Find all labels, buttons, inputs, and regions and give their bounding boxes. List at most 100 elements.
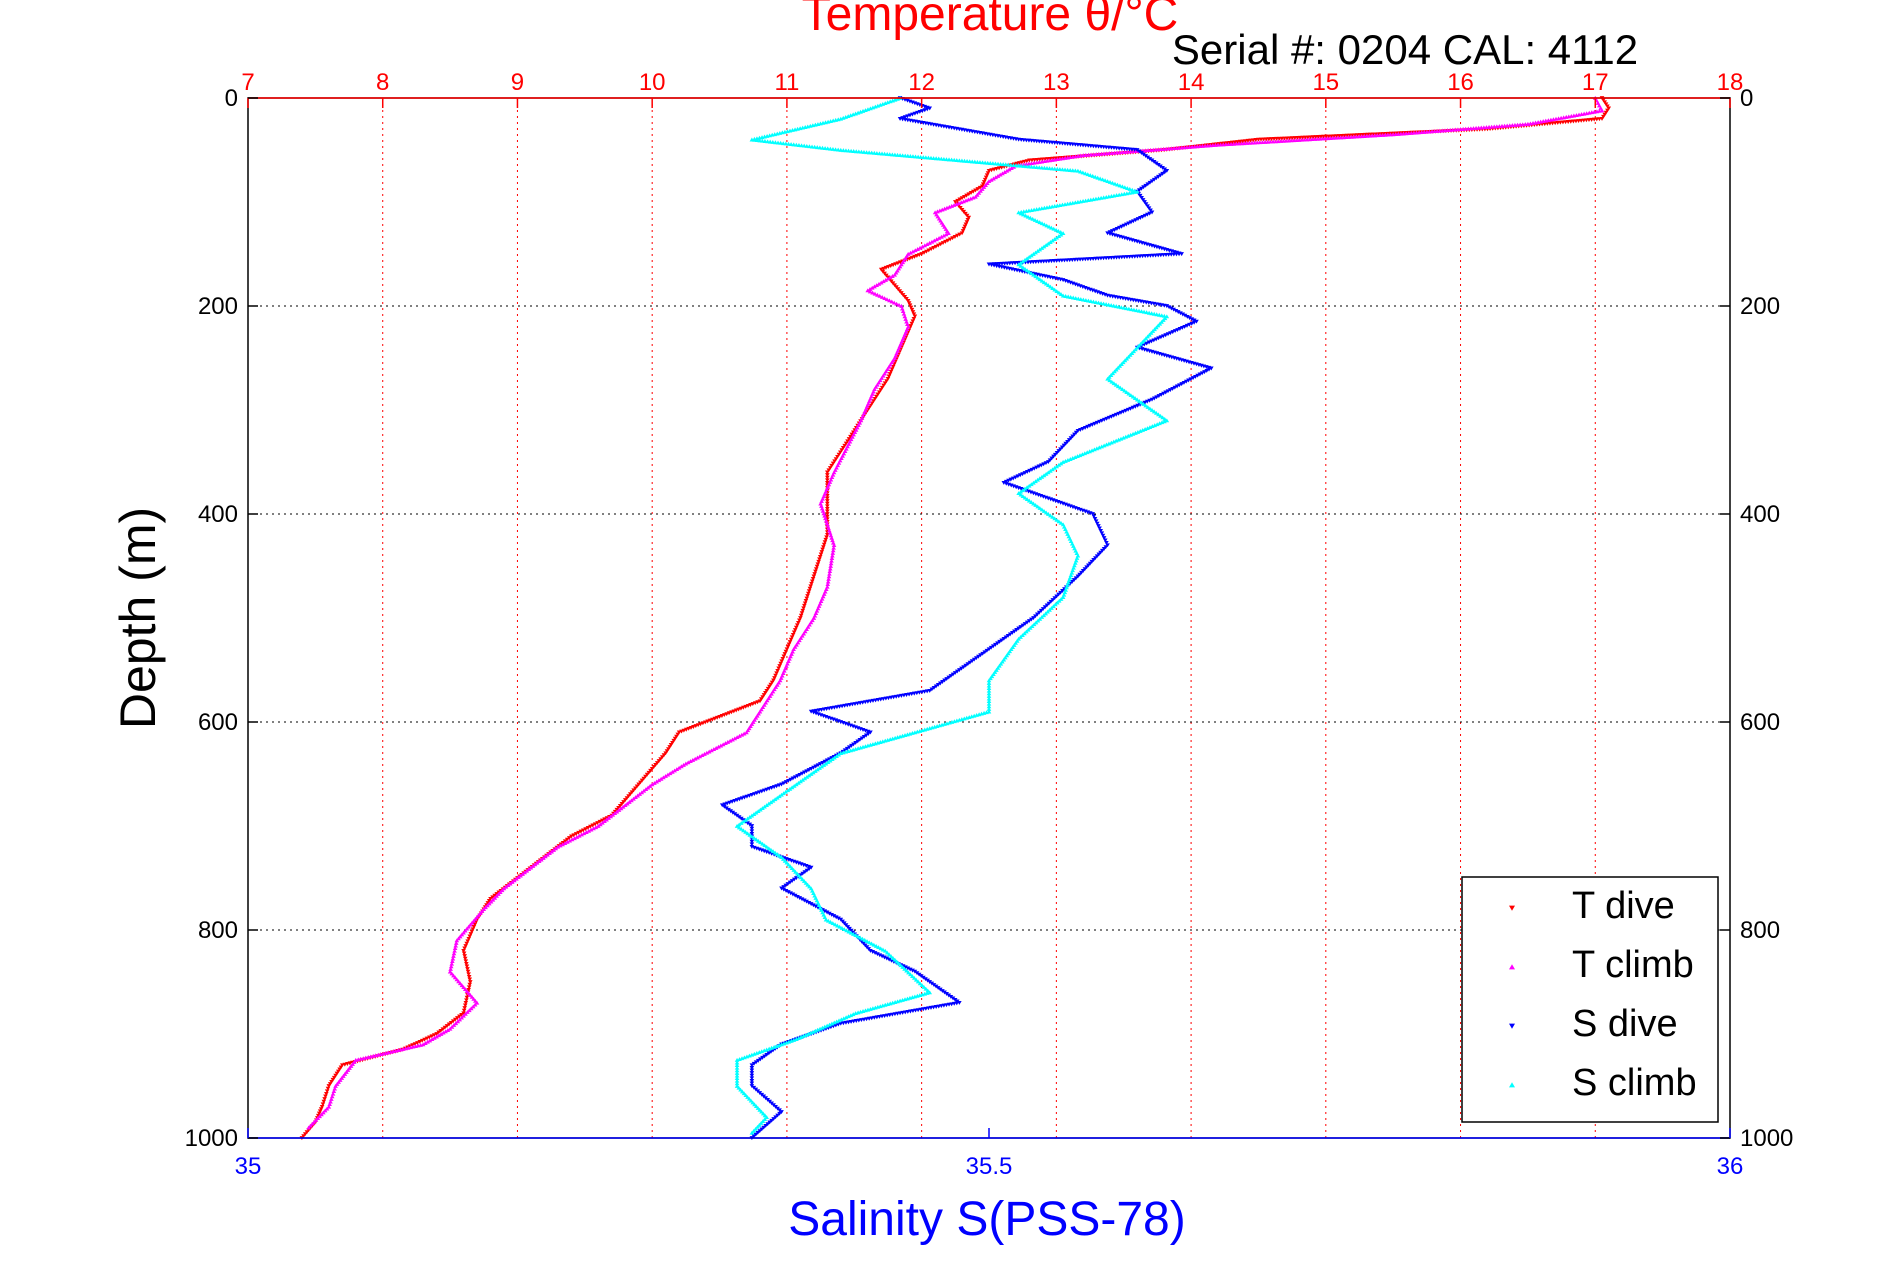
- data-point: [923, 986, 929, 991]
- data-point: [904, 968, 909, 973]
- data-point: [723, 741, 728, 746]
- data-point: [747, 1053, 752, 1058]
- data-point: [898, 963, 904, 968]
- data-point: [1052, 516, 1057, 521]
- data-point: [1026, 483, 1032, 488]
- data-point: [704, 750, 710, 755]
- data-point: [827, 528, 832, 533]
- data-point: [833, 915, 839, 920]
- data-point: [1000, 171, 1005, 176]
- data-point: [472, 922, 478, 927]
- data-point: [734, 813, 740, 818]
- data-point: [1139, 400, 1144, 405]
- data-point: [1050, 286, 1055, 291]
- data-point: [585, 825, 591, 830]
- data-point: [798, 613, 804, 618]
- data-point: [1185, 314, 1190, 319]
- data-point: [547, 851, 552, 856]
- data-point: [942, 722, 947, 726]
- data-point: [808, 865, 814, 870]
- data-point: [785, 882, 791, 887]
- data-point: [734, 1073, 740, 1078]
- data-point: [772, 676, 777, 681]
- data-point: [878, 388, 884, 393]
- data-point: [1171, 307, 1176, 312]
- data-point: [867, 287, 873, 291]
- data-point: [876, 945, 881, 950]
- data-point: [1141, 401, 1146, 406]
- data-point: [848, 930, 854, 935]
- data-point: [1033, 620, 1039, 625]
- data-point: [1164, 168, 1170, 173]
- data-point: [1123, 408, 1129, 413]
- data-point: [825, 918, 831, 923]
- data-point: [915, 993, 920, 998]
- data-point: [604, 817, 609, 822]
- data-point: [976, 712, 982, 717]
- data-point: [855, 1010, 861, 1015]
- data-point: [919, 983, 925, 988]
- data-point: [1137, 193, 1143, 198]
- data-point: [978, 653, 983, 658]
- data-point: [859, 736, 865, 741]
- data-point: [884, 379, 889, 384]
- data-point: [939, 207, 945, 212]
- data-point: [781, 654, 787, 659]
- data-point: [888, 369, 894, 374]
- data-point: [755, 809, 761, 813]
- data-point: [897, 734, 903, 739]
- data-point: [780, 130, 785, 135]
- data-point: [1159, 420, 1165, 425]
- data-point: [1101, 417, 1107, 422]
- data-point: [593, 825, 599, 830]
- data-point: [783, 883, 789, 888]
- data-point: [1142, 427, 1148, 431]
- data-point: [908, 250, 913, 255]
- data-point: [877, 293, 883, 298]
- data-point: [892, 1000, 898, 1004]
- data-point: [1016, 210, 1021, 215]
- data-point: [325, 1086, 331, 1091]
- data-point: [1022, 631, 1027, 636]
- data-point: [1025, 214, 1031, 219]
- data-point: [676, 765, 682, 770]
- data-point: [986, 704, 992, 709]
- data-point: [652, 780, 657, 785]
- data-point: [979, 711, 984, 716]
- data-point: [850, 747, 856, 752]
- data-point: [889, 299, 895, 304]
- data-point: [1033, 274, 1038, 279]
- data-point: [732, 812, 738, 817]
- data-point: [667, 771, 673, 776]
- data-point: [792, 127, 798, 132]
- data-point: [912, 730, 918, 735]
- data-point: [964, 715, 970, 720]
- data-point: [821, 763, 827, 767]
- data-point: [810, 1029, 816, 1034]
- data-point: [776, 1043, 782, 1048]
- data-point: [959, 717, 965, 722]
- data-point: [1026, 498, 1032, 503]
- data-point: [749, 1063, 755, 1068]
- data-point: [1024, 470, 1030, 474]
- data-point: [470, 927, 476, 932]
- data-point: [749, 831, 755, 836]
- data-point: [791, 877, 797, 882]
- data-point: [868, 730, 873, 735]
- data-point: [1013, 475, 1018, 480]
- data-point: [1122, 185, 1128, 190]
- data-point: [779, 659, 785, 664]
- data-point: [851, 742, 856, 747]
- data-point: [744, 730, 749, 735]
- data-point: [557, 843, 563, 848]
- data-point: [888, 954, 894, 959]
- top-tick-label: 9: [511, 69, 524, 96]
- data-point: [884, 956, 890, 961]
- data-point: [804, 596, 810, 601]
- legend-item: T climb: [1509, 944, 1694, 986]
- data-point: [1143, 403, 1148, 408]
- data-point: [802, 898, 807, 903]
- data-point: [958, 200, 964, 205]
- data-point: [1099, 531, 1105, 536]
- data-point: [1033, 479, 1038, 484]
